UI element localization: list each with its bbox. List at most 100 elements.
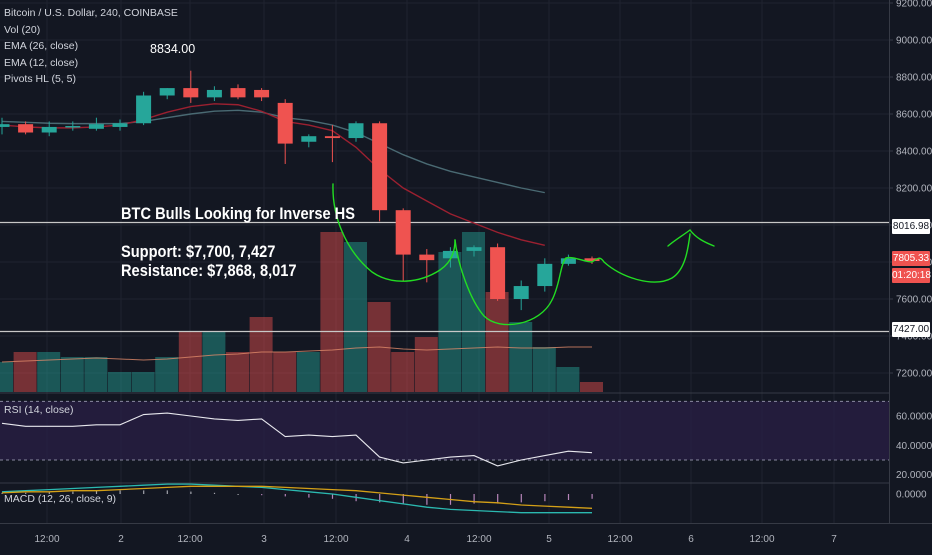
volume-bar [249, 317, 273, 392]
price-tag-current: 7805.33 [892, 251, 930, 266]
rsi-tick-label: 60.0000 [896, 412, 932, 423]
candle-body [0, 124, 10, 127]
price-tag-8016: 8016.98 [892, 219, 930, 234]
time-tick-label: 12:00 [177, 534, 202, 545]
time-tick-label: 12:00 [323, 534, 348, 545]
volume-bar [485, 292, 509, 392]
macd-histogram-bar [213, 492, 216, 494]
macd-histogram-bar [544, 494, 546, 502]
rsi-pane-label[interactable]: RSI (14, close) [4, 404, 74, 416]
symbol-title: Bitcoin / U.S. Dollar, 240, COINBASE [4, 7, 178, 19]
volume-bar [580, 382, 603, 392]
time-tick-label: 6 [688, 534, 694, 545]
price-tick-label: 7400.00 [896, 332, 932, 343]
annotation-resistance: Resistance: $7,868, 8,017 [121, 261, 297, 280]
candle-body [183, 88, 199, 98]
time-tick-label: 7 [831, 534, 837, 545]
volume-bar [296, 352, 320, 392]
chart-legend: Bitcoin / U.S. Dollar, 240, COINBASE Vol… [4, 5, 178, 88]
candle-body [65, 126, 81, 128]
macd-histogram-bar [284, 494, 286, 497]
volume-bar [462, 232, 485, 392]
macd-histogram-bar [520, 494, 522, 503]
candle-body [466, 247, 482, 251]
annotation-title: BTC Bulls Looking for Inverse HS [121, 204, 355, 223]
time-tick-label: 5 [546, 534, 552, 545]
price-tick-label: 8800.00 [896, 73, 932, 84]
indicator-ema26[interactable]: EMA (26, close) [4, 40, 79, 52]
countdown-tag: 01:20:18 [892, 268, 931, 283]
price-tick-label: 8600.00 [896, 110, 932, 121]
inverse-hs-drawing [332, 183, 456, 282]
candle-body [442, 250, 458, 259]
macd-histogram-bar [497, 494, 499, 504]
indicator-ema12[interactable]: EMA (12, close) [4, 56, 79, 69]
volume-bar [37, 352, 61, 392]
macd-histogram-bar [402, 494, 404, 504]
macd-histogram-bar [331, 494, 334, 499]
price-tick-label: 9000.00 [896, 36, 932, 47]
candle-body [88, 124, 104, 129]
macd-histogram-bar [473, 494, 475, 504]
pivot-high-label: 8834.00 [150, 42, 196, 56]
candle-body [301, 136, 317, 142]
macd-histogram-bar [119, 490, 121, 494]
price-tick-label: 8400.00 [896, 147, 932, 158]
candle-body [136, 95, 152, 124]
macd-histogram-bar [48, 491, 50, 494]
indicator-volume[interactable]: Vol (20) [4, 23, 41, 36]
candle-body [41, 126, 57, 133]
candle-body [513, 286, 529, 299]
time-tick-label: 12:00 [466, 534, 491, 545]
indicator-pivots[interactable]: Pivots HL (5, 5) [4, 73, 76, 85]
macd-histogram-bar [261, 494, 263, 496]
candle-body [348, 123, 364, 139]
candle-body [277, 102, 293, 144]
candle-body [372, 123, 388, 211]
volume-bar [60, 357, 84, 392]
macd-histogram-bar [143, 490, 145, 494]
volume-bar [344, 242, 367, 392]
time-tick-label: 4 [404, 534, 410, 545]
macd-histogram-bar [166, 490, 168, 494]
candle-body [254, 89, 270, 98]
rsi-band [0, 401, 889, 460]
macd-zero-label: 0.0000 [896, 490, 927, 501]
price-tick-label: 7600.00 [896, 295, 932, 306]
price-tick-label: 8200.00 [896, 184, 932, 195]
volume-bar [84, 357, 108, 392]
macd-histogram-bar [379, 494, 381, 503]
rsi-line [1, 412, 593, 467]
macd-histogram-bar [426, 494, 428, 505]
price-tick-label: 9200.00 [896, 0, 932, 10]
macd-pane-label[interactable]: MACD (12, 26, close, 9) [4, 493, 117, 505]
macd-histogram-bar [567, 494, 570, 500]
macd-histogram-bar [591, 494, 593, 499]
time-tick-label: 12:00 [749, 534, 774, 545]
volume-bar [13, 352, 37, 392]
candle-body [324, 136, 340, 139]
candle-body [230, 88, 246, 98]
volume-bar [556, 367, 580, 392]
time-tick-label: 2 [118, 534, 124, 545]
volume-bar [131, 372, 155, 392]
rsi-tick-label: 40.0000 [896, 441, 932, 452]
rsi-tick-label: 20.0000 [896, 470, 932, 481]
macd-histogram-bar [72, 491, 74, 494]
candle-body [112, 123, 128, 127]
volume-bar [509, 322, 533, 392]
volume-bar [202, 332, 226, 392]
volume-bar [320, 232, 344, 392]
volume-bar [178, 332, 202, 392]
volume-bar [414, 337, 438, 392]
volume-ma-line [1, 346, 592, 363]
annotation-support: Support: $7,700, 7,427 [121, 242, 276, 261]
macd-histogram-bar [237, 494, 239, 495]
volume-bar [226, 352, 249, 392]
inverse-hs-drawing [667, 229, 715, 247]
candle-body [18, 124, 34, 133]
macd-histogram-bar [25, 492, 27, 494]
volume-bar [391, 352, 415, 392]
